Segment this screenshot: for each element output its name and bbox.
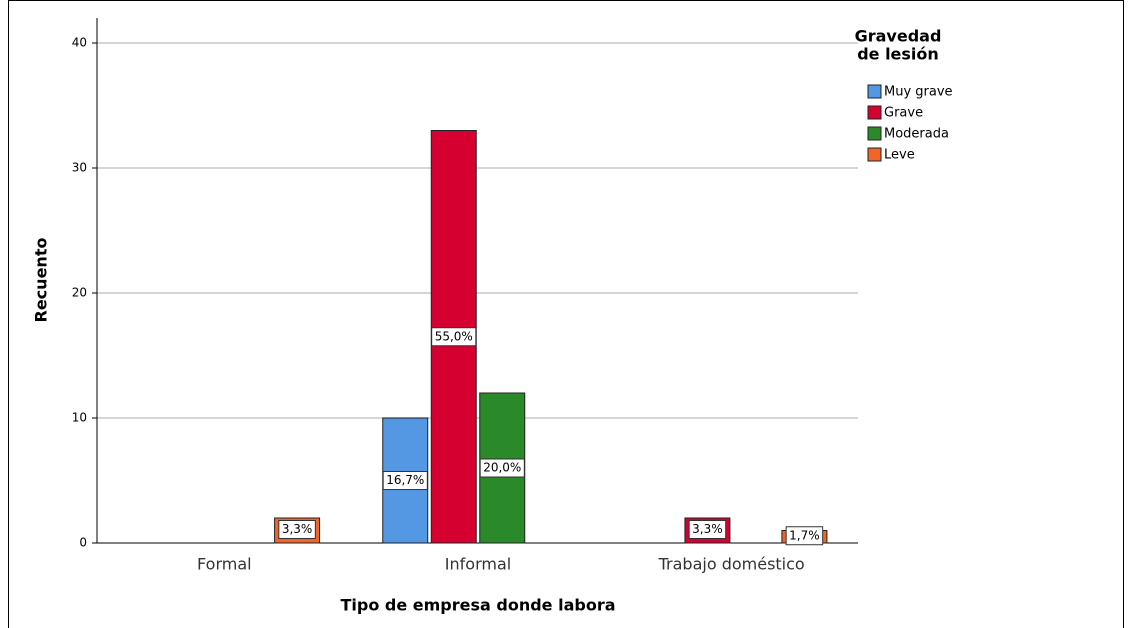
legend-title: de lesión: [857, 45, 939, 64]
data-label-box: [688, 520, 727, 539]
x-axis-title: Tipo de empresa donde labora: [340, 596, 615, 615]
legend-swatch: [867, 147, 882, 162]
x-tick-label: Trabajo doméstico: [658, 555, 805, 574]
data-label: 3,3%: [692, 522, 723, 536]
data-label-box: [431, 327, 477, 347]
legend-swatch: [867, 126, 882, 141]
data-label: 55,0%: [435, 329, 473, 343]
data-label-box: [785, 526, 824, 546]
legend-label: Leve: [884, 148, 915, 163]
frame: [8, 0, 1124, 628]
y-tick-label: 0: [79, 536, 87, 550]
data-label-box: [382, 471, 428, 490]
data-label: 1,7%: [789, 528, 820, 542]
y-tick-label: 40: [72, 36, 87, 50]
x-tick-label: Formal: [197, 555, 252, 574]
y-tick-label: 20: [72, 286, 87, 300]
data-label-box: [479, 458, 525, 478]
legend-label: Grave: [884, 106, 923, 121]
data-label-box: [278, 520, 316, 539]
legend-label: Muy grave: [884, 85, 953, 100]
y-tick-label: 30: [72, 161, 87, 175]
legend-title: Gravedad: [855, 27, 942, 46]
data-label: 20,0%: [483, 461, 521, 475]
legend-swatch: [867, 105, 882, 120]
y-tick-label: 10: [72, 411, 87, 425]
data-label: 16,7%: [386, 473, 424, 487]
data-label: 3,3%: [282, 522, 313, 536]
x-tick-label: Informal: [445, 555, 511, 574]
y-axis-title: Recuento: [32, 238, 51, 323]
legend-swatch: [867, 84, 882, 99]
legend-label: Moderada: [884, 127, 949, 142]
